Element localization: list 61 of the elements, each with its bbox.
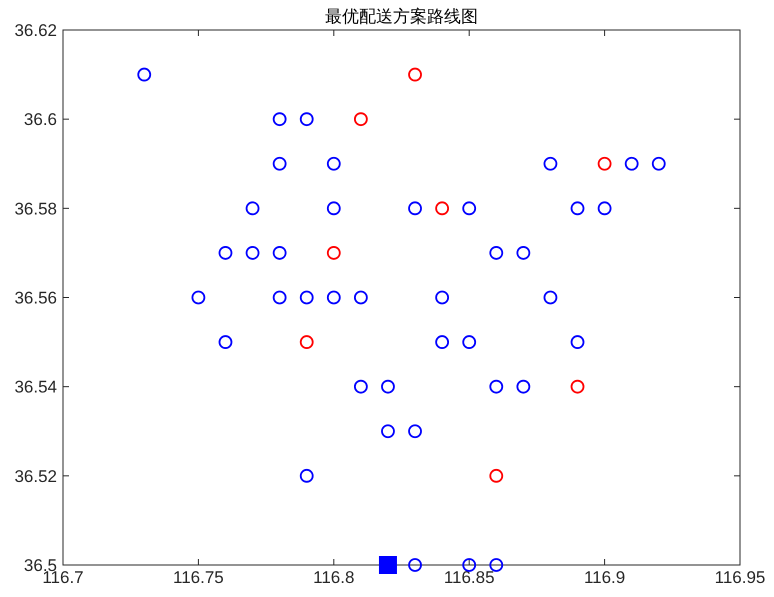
point (272, 290, 287, 304)
point (462, 201, 476, 216)
chart-title: 最优配送方案路线图 (325, 7, 478, 27)
x-tick-label: 116.95 (714, 568, 766, 587)
point (354, 112, 368, 126)
point (300, 335, 314, 349)
point (462, 558, 476, 572)
x-tick-label: 116.9 (584, 568, 626, 587)
y-tick-label: 36.62 (14, 20, 57, 40)
point (218, 246, 232, 260)
point (378, 556, 397, 574)
point (570, 335, 584, 349)
y-tick-label: 36.6 (24, 110, 57, 130)
point (489, 558, 504, 572)
point (489, 246, 504, 260)
point (137, 68, 152, 82)
point (300, 468, 314, 483)
point (272, 156, 287, 171)
point (462, 335, 476, 349)
point (408, 424, 422, 438)
point (381, 380, 395, 394)
point (516, 380, 530, 394)
point (408, 68, 422, 82)
point (381, 424, 395, 438)
point (246, 246, 260, 260)
y-tick-label: 36.54 (14, 378, 57, 397)
point (598, 156, 612, 171)
point (598, 201, 612, 216)
point (354, 380, 368, 394)
point (516, 246, 530, 260)
point (408, 558, 422, 572)
y-tick-label: 36.56 (14, 288, 57, 308)
point (326, 156, 341, 171)
point (326, 246, 341, 260)
point (570, 380, 584, 394)
x-tick-label: 116.75 (173, 568, 224, 587)
point (489, 380, 504, 394)
point (435, 201, 450, 216)
point (652, 156, 666, 171)
point (544, 290, 558, 304)
x-tick-label: 116.8 (313, 568, 354, 587)
point (435, 290, 450, 304)
point (408, 201, 422, 216)
point (192, 290, 206, 304)
point (326, 201, 341, 216)
y-tick-label: 36.52 (14, 466, 57, 486)
point (326, 290, 341, 304)
point (435, 335, 450, 349)
y-tick-label: 36.58 (14, 199, 57, 218)
x-tick-label: 116.85 (444, 568, 495, 587)
point (354, 290, 368, 304)
point (246, 201, 260, 216)
point (272, 112, 287, 126)
point (489, 468, 504, 483)
point (544, 156, 558, 171)
point (300, 290, 314, 304)
point (570, 201, 584, 216)
point (272, 246, 287, 260)
point (624, 156, 639, 171)
point (300, 112, 314, 126)
point (218, 335, 232, 349)
